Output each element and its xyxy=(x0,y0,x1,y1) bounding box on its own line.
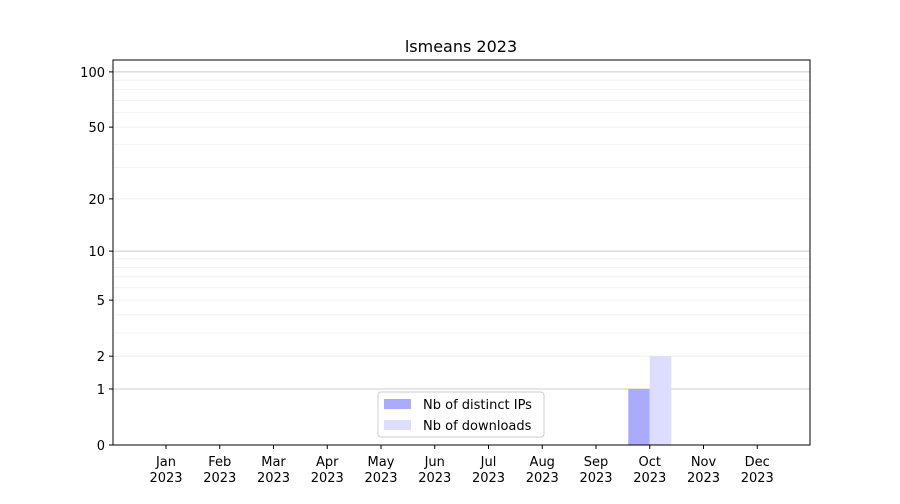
x-tick-label: Jul xyxy=(480,455,497,470)
y-tick-label: 10 xyxy=(88,245,105,260)
x-axis: Jan2023Feb2023Mar2023Apr2023May2023Jun20… xyxy=(149,445,774,486)
x-tick-label: 2023 xyxy=(633,471,666,486)
x-tick-label: 2023 xyxy=(149,471,182,486)
y-tick-label: 50 xyxy=(88,121,105,136)
x-tick-label: Aug xyxy=(530,455,555,470)
x-tick-label: May xyxy=(368,455,395,470)
x-tick-label: Mar xyxy=(261,455,286,470)
x-tick-label: 2023 xyxy=(741,471,774,486)
y-tick-label: 0 xyxy=(97,439,105,454)
plot-frame xyxy=(112,59,811,446)
x-tick-label: 2023 xyxy=(472,471,505,486)
y-tick-label: 20 xyxy=(88,193,105,208)
x-tick-label: 2023 xyxy=(526,471,559,486)
legend-box xyxy=(377,391,545,438)
bars xyxy=(628,356,672,445)
x-tick-label: 2023 xyxy=(418,471,451,486)
y-tick-label: 1 xyxy=(97,383,105,398)
x-tick-label: Feb xyxy=(208,455,231,470)
legend-swatch-ips xyxy=(384,399,411,409)
x-tick-label: Sep xyxy=(584,455,609,470)
y-axis: 0 1 2 5 10 20 50 100 xyxy=(80,66,113,454)
x-tick-label: 2023 xyxy=(364,471,397,486)
x-tick-label: Nov xyxy=(691,455,717,470)
x-tick-label: 2023 xyxy=(687,471,720,486)
x-tick-label: Jan xyxy=(155,455,176,470)
gridlines xyxy=(113,71,810,390)
legend-label-ips: Nb of distinct IPs xyxy=(423,398,532,413)
x-tick-label: Dec xyxy=(745,455,770,470)
legend: Nb of distinct IPs Nb of downloads xyxy=(377,391,545,438)
x-tick-label: 2023 xyxy=(579,471,612,486)
x-tick-label: Jun xyxy=(424,455,445,470)
chart-title: lsmeans 2023 xyxy=(405,37,517,56)
y-tick-label: 100 xyxy=(80,66,105,81)
y-tick-label: 5 xyxy=(97,294,105,309)
x-tick-label: Oct xyxy=(639,455,661,470)
x-tick-label: 2023 xyxy=(203,471,236,486)
bar-downloads xyxy=(649,356,672,445)
y-tick-label: 2 xyxy=(97,350,105,365)
x-tick-label: 2023 xyxy=(257,471,290,486)
bar-distinct-ips xyxy=(628,388,650,445)
x-tick-label: 2023 xyxy=(311,471,344,486)
x-tick-label: Apr xyxy=(316,455,339,470)
legend-label-downloads: Nb of downloads xyxy=(423,419,532,434)
legend-swatch-downloads xyxy=(384,420,411,430)
